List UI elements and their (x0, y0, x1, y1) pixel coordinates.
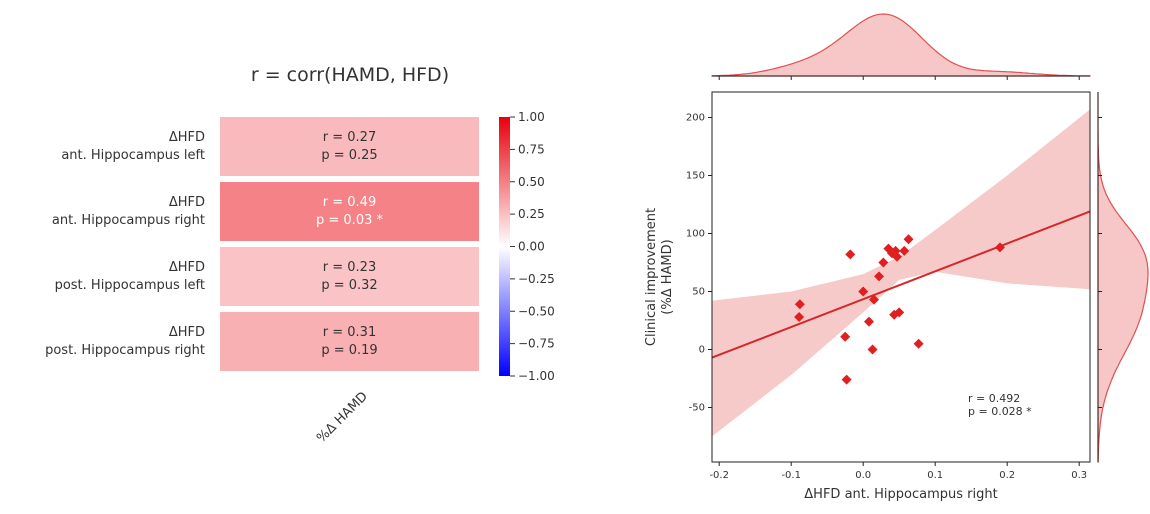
heatmap-cell (220, 182, 479, 241)
heatmap-cell (220, 312, 479, 371)
heatmap-cell (220, 247, 479, 306)
scatter-point (874, 271, 885, 282)
x-tick-label: 0.2 (999, 470, 1015, 481)
heatmap-cell (220, 117, 479, 176)
stats-annotation-p: p = 0.028 * (968, 405, 1032, 418)
colorbar-tick-label: 0.50 (518, 175, 545, 189)
scatter-point (867, 344, 878, 355)
heatmap-cell-r: r = 0.31 (323, 325, 376, 340)
y-tick-label: 0 (699, 344, 705, 355)
scatter-point (878, 257, 889, 268)
y-tick-label: 50 (692, 286, 705, 297)
heatmap-cell-p: p = 0.19 (321, 343, 377, 358)
heatmap-cell-r: r = 0.27 (323, 130, 376, 145)
scatter-panel: -0.2 -0.1 0.0 0.1 0.2 0.3 -50 0 50 100 150 200 ΔHF… (644, 13, 1149, 502)
heatmap-row-sublabel: ant. Hippocampus right (52, 213, 205, 228)
scatter-point (794, 299, 805, 310)
heatmap-row-label: ΔHFD (169, 195, 205, 210)
regression-line (712, 210, 1090, 359)
x-tick-label: 0.1 (927, 470, 943, 481)
heatmap-row-label: ΔHFD (169, 260, 205, 275)
heatmap-row: r = 0.23 p = 0.32 ΔHFD post. Hippocampus le… (55, 247, 479, 306)
scatter-point (913, 338, 924, 349)
scatter-point (840, 331, 851, 342)
y-tick-label: 200 (686, 113, 705, 124)
scatter-point (869, 294, 879, 305)
colorbar-gradient (499, 117, 510, 376)
x-tick-label: 0.0 (855, 470, 871, 481)
scatter-axes-frame (711, 91, 1091, 463)
heatmap-row-label: ΔHFD (169, 325, 205, 340)
scatter-point (899, 245, 910, 256)
colorbar-tick-label: 0.25 (518, 207, 545, 221)
heatmap-title: r = corr(HAMD, HFD) (251, 64, 449, 86)
heatmap-cell-r: r = 0.23 (323, 260, 376, 275)
y-tick-label: 150 (686, 171, 705, 182)
scatter-point (794, 312, 805, 323)
colorbar-tick-label: 1.00 (518, 110, 545, 124)
stats-annotation-r: r = 0.492 (968, 392, 1020, 405)
scatter-ylabel-line1: Clinical improvement (644, 208, 659, 346)
heatmap-cell-r: r = 0.49 (323, 195, 376, 210)
scatter-point (863, 316, 874, 327)
colorbar-tick-label: −0.50 (518, 304, 555, 318)
kde-right (1097, 92, 1149, 463)
scatter-ylabel-line2: (%Δ HAMD) (660, 239, 675, 314)
scatter-point (845, 249, 856, 260)
scatter-point (995, 242, 1005, 253)
y-tick-label: 100 (686, 229, 705, 240)
scatter-point (892, 251, 903, 262)
heatmap-cell-p: p = 0.03 * (316, 213, 383, 228)
heatmap-row-label: ΔHFD (169, 130, 205, 145)
kde-top (711, 13, 1091, 77)
colorbar: 1.00 0.75 0.50 0.25 0.00 −0.25 −0.50 −0.75 −1.00 (499, 110, 555, 383)
colorbar-tick-label: −0.25 (518, 272, 555, 286)
heatmap-cell-p: p = 0.25 (321, 148, 377, 163)
x-tick-label: -0.1 (781, 470, 801, 481)
colorbar-tick-label: 0.75 (518, 142, 545, 156)
scatter-point (841, 374, 852, 385)
heatmap-row-sublabel: post. Hippocampus right (45, 343, 205, 358)
scatter-point (894, 307, 905, 318)
heatmap-row: r = 0.49 p = 0.03 * ΔHFD ant. Hippocampus r… (52, 182, 479, 241)
scatter-xlabel: ΔHFD ant. Hippocampus right (804, 487, 997, 502)
heatmap-cell-p: p = 0.32 (321, 278, 377, 293)
heatmap-row-sublabel: ant. Hippocampus left (61, 148, 205, 163)
confidence-band (712, 109, 1090, 437)
heatmap-row: r = 0.27 p = 0.25 ΔHFD ant. Hippocampus lef… (61, 117, 479, 176)
colorbar-tick-label: −1.00 (518, 369, 555, 383)
x-tick-label: -0.2 (709, 470, 729, 481)
colorbar-tick-label: −0.75 (518, 337, 555, 351)
x-tick-label: 0.3 (1071, 470, 1087, 481)
heatmap-xlabel: %Δ HAMD (314, 389, 371, 446)
scatter-point (903, 234, 914, 245)
heatmap-panel: r = corr(HAMD, HFD) r = 0.27 p = 0.25 ΔHFD… (45, 64, 479, 446)
heatmap-row-sublabel: post. Hippocampus left (55, 278, 205, 293)
scatter-point (858, 286, 869, 297)
heatmap-row: r = 0.31 p = 0.19 ΔHFD post. Hippocampus ri… (45, 312, 479, 371)
y-tick-label: -50 (689, 402, 705, 413)
colorbar-tick-label: 0.00 (518, 240, 545, 254)
